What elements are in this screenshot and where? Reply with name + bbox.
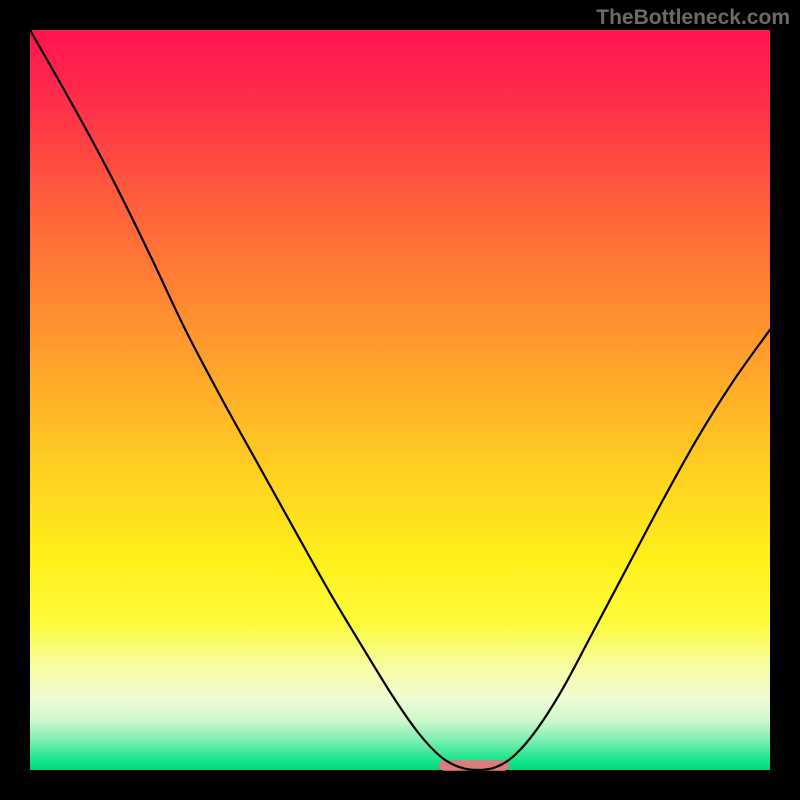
watermark-text: TheBottleneck.com	[596, 6, 790, 30]
bottleneck-chart	[0, 0, 800, 800]
plot-background	[30, 30, 770, 770]
chart-container: TheBottleneck.com	[0, 0, 800, 800]
